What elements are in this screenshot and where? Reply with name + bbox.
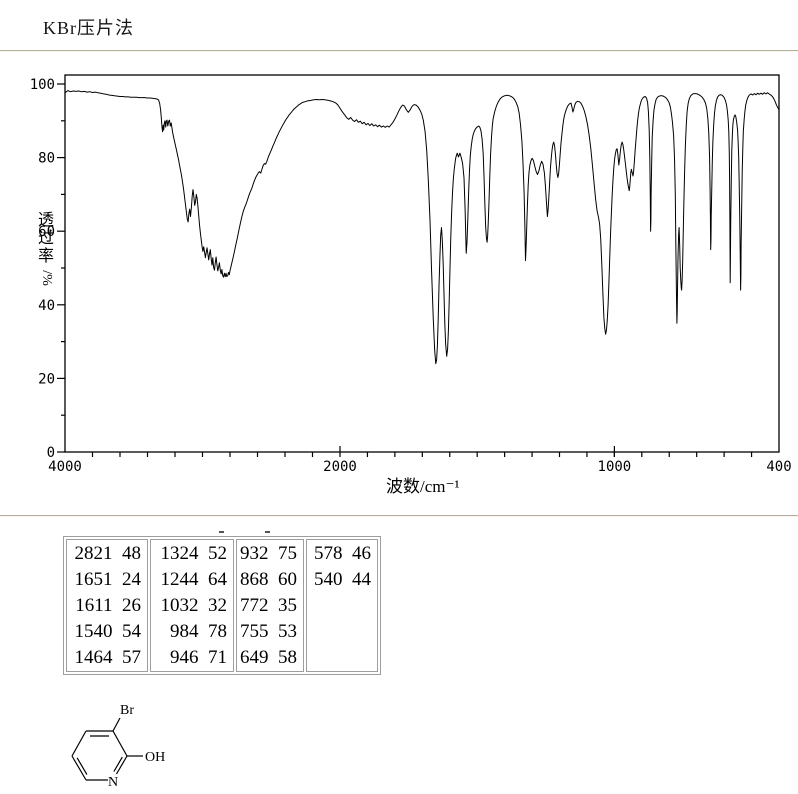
y-axis-unit: /% <box>39 270 54 286</box>
page-title: KBr压片法 <box>43 18 134 38</box>
peak-table-row: 932 75 <box>240 543 297 564</box>
peak-table: 2821 48 1651 24 1611 26 1540 54 1464 57 1324… <box>63 536 381 675</box>
peak-table-row: 946 71 <box>170 647 227 668</box>
n-atom-label: N <box>108 775 118 790</box>
oh-atom-label: OH <box>145 750 165 765</box>
y-tick-label: 0 <box>47 445 55 461</box>
br-atom-label: Br <box>120 703 134 718</box>
peak-table-row: 772 35 <box>240 595 297 616</box>
y-tick-label: 100 <box>30 77 55 93</box>
peak-table-row: 1651 24 <box>74 569 142 590</box>
peak-table-column: 932 75 868 60 772 35 755 53 649 58 <box>236 539 304 672</box>
peak-table-row: 1324 52 <box>160 543 228 564</box>
peak-table-row: 1032 32 <box>160 595 228 616</box>
x-axis-title: 波数/cm⁻¹ <box>386 477 460 496</box>
peak-table-row: 755 53 <box>240 621 297 642</box>
x-tick-label: 1000 <box>598 459 632 475</box>
bond <box>71 755 87 781</box>
peak-table-column: 1324 52 1244 64 1032 32 984 78 946 71 <box>150 539 234 672</box>
molecule-structure: Br OH N <box>50 690 230 794</box>
peak-table-row: 578 46 <box>314 543 371 564</box>
peak-table-row: 868 60 <box>240 569 297 590</box>
bond-double-inner <box>113 756 123 772</box>
bond <box>71 730 87 757</box>
peak-table-row: 649 58 <box>240 647 297 668</box>
y-tick-label: 60 <box>38 224 55 240</box>
bond-double-inner <box>76 757 88 775</box>
x-tick-label: 2000 <box>323 459 357 475</box>
peak-table-row: 1464 57 <box>74 647 142 668</box>
y-tick-label: 40 <box>38 298 55 314</box>
y-axis-title-text: 透过率 <box>37 212 54 265</box>
peak-table-row: 1244 64 <box>160 569 228 590</box>
peak-table-row: 1611 26 <box>75 595 141 616</box>
molecule-svg: Br OH N <box>71 703 165 790</box>
clipped-text-artifact <box>219 531 224 533</box>
peak-table-row: 540 44 <box>314 569 371 590</box>
peak-table-row: 984 78 <box>170 621 227 642</box>
peak-table-column: 578 46 540 44 <box>306 539 378 672</box>
bond-to-br <box>112 717 121 732</box>
peak-table-column: 2821 48 1651 24 1611 26 1540 54 1464 57 <box>66 539 148 672</box>
y-tick-label: 80 <box>38 151 55 167</box>
spectrum-curve <box>64 90 780 365</box>
separator-line-top <box>0 50 798 51</box>
peak-table-row: 1540 54 <box>74 621 142 642</box>
x-tick-label: 400 <box>766 459 791 475</box>
x-tick-label: 4000 <box>48 459 82 475</box>
y-tick-label: 20 <box>38 371 55 387</box>
ir-spectrum-chart: 100 80 60 40 20 0 4000 2000 1000 400 <box>0 55 798 510</box>
y-axis-title: 透过率 /% <box>36 212 56 286</box>
clipped-text-artifact <box>265 531 270 533</box>
separator-line-bottom <box>0 515 798 516</box>
bond <box>115 755 128 775</box>
peak-table-row: 2821 48 <box>74 543 142 564</box>
bond <box>112 730 128 757</box>
